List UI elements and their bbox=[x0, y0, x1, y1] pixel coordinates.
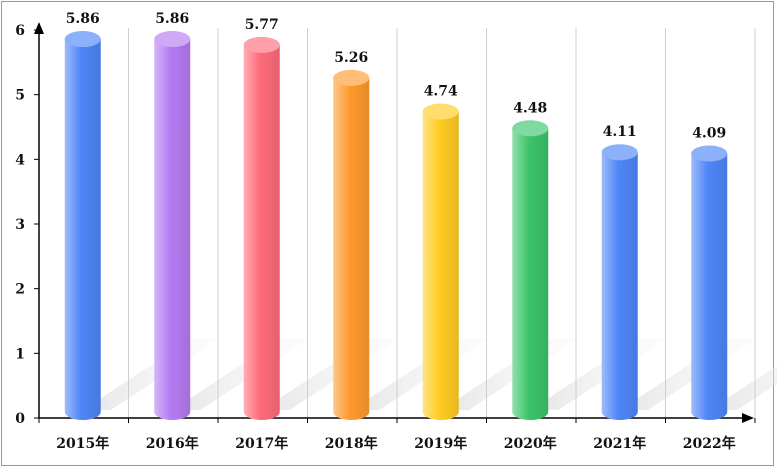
bar-top bbox=[691, 145, 728, 162]
x-axis-arrow bbox=[742, 413, 754, 423]
y-tick-label: 4 bbox=[15, 152, 25, 168]
bar-top bbox=[243, 36, 280, 53]
bar-body bbox=[64, 39, 101, 420]
bar-body bbox=[154, 39, 191, 420]
bar-top bbox=[333, 69, 370, 86]
value-label: 5.77 bbox=[245, 17, 279, 33]
bar bbox=[691, 145, 728, 420]
value-label: 5.86 bbox=[66, 11, 100, 27]
bar-body bbox=[691, 153, 728, 420]
x-tick-label: 2017年 bbox=[235, 435, 288, 452]
x-tick-label: 2019年 bbox=[414, 435, 467, 452]
bar-top bbox=[154, 31, 191, 48]
bar bbox=[601, 144, 638, 420]
x-tick-label: 2018年 bbox=[325, 435, 378, 452]
value-label: 5.86 bbox=[155, 11, 189, 27]
y-tick-label: 6 bbox=[15, 23, 25, 39]
y-tick-label: 3 bbox=[15, 217, 25, 233]
bar-body bbox=[512, 128, 549, 420]
y-axis-arrow bbox=[34, 22, 44, 34]
y-tick-label: 5 bbox=[15, 88, 25, 104]
x-tick-label: 2016年 bbox=[146, 435, 199, 452]
value-label: 5.26 bbox=[334, 50, 368, 66]
y-tick-label: 1 bbox=[15, 346, 25, 362]
value-label: 4.09 bbox=[692, 126, 726, 142]
bar bbox=[422, 103, 459, 420]
x-tick-label: 2020年 bbox=[504, 435, 557, 452]
bar-body bbox=[333, 77, 370, 420]
value-label: 4.48 bbox=[513, 100, 547, 116]
value-label: 4.11 bbox=[603, 124, 637, 140]
bar-top bbox=[64, 31, 101, 48]
value-label: 4.74 bbox=[424, 83, 458, 99]
bar bbox=[333, 69, 370, 420]
bar-top bbox=[601, 144, 638, 161]
x-tick-label: 2021年 bbox=[593, 435, 646, 452]
bar-body bbox=[422, 111, 459, 420]
x-tick-label: 2015年 bbox=[56, 435, 109, 452]
bar bbox=[512, 120, 549, 420]
bar-top bbox=[422, 103, 459, 120]
y-tick-label: 0 bbox=[15, 411, 25, 427]
bar bbox=[64, 31, 101, 420]
bar-top bbox=[512, 120, 549, 137]
x-tick-label: 2022年 bbox=[683, 435, 736, 452]
bar bbox=[154, 31, 191, 420]
y-tick-label: 2 bbox=[15, 282, 25, 298]
bar-body bbox=[243, 44, 280, 421]
bar-body bbox=[601, 152, 638, 420]
bar bbox=[243, 36, 280, 421]
